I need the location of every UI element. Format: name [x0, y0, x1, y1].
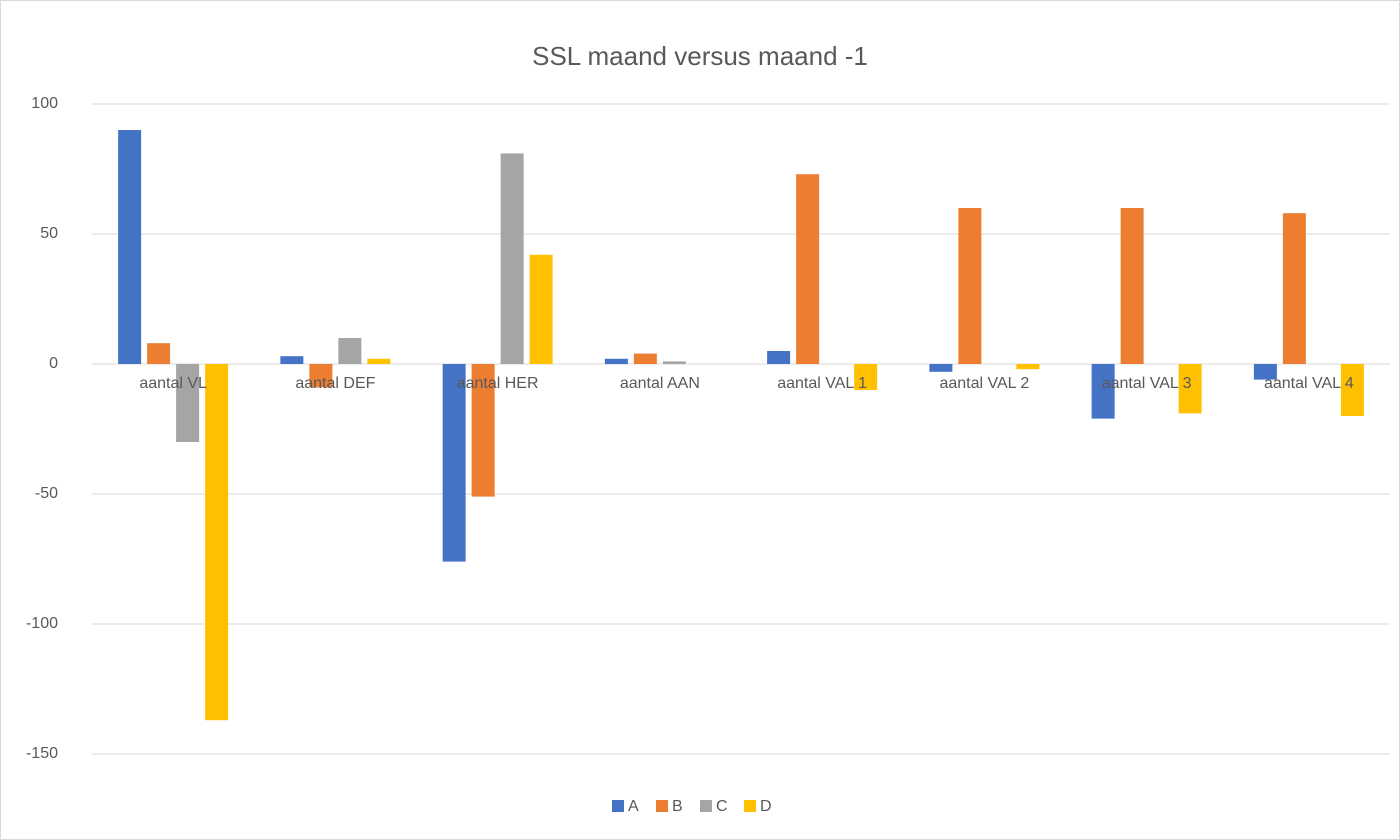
bar: [1120, 208, 1144, 364]
legend-label: D: [760, 798, 772, 815]
bar: [958, 208, 982, 364]
legend-label: A: [628, 798, 639, 815]
x-tick-label: aantal VAL 2: [939, 375, 1029, 392]
bar: [929, 364, 953, 372]
legend-swatch: [656, 800, 668, 812]
legend-swatch: [612, 800, 624, 812]
bar: [1253, 364, 1277, 380]
y-tick-label: -50: [35, 485, 58, 502]
bar: [1282, 213, 1306, 364]
bar: [118, 130, 142, 364]
y-tick-label: -100: [26, 615, 58, 632]
bar: [662, 361, 686, 364]
bar: [471, 364, 495, 497]
bar: [854, 364, 878, 390]
bar: [1340, 364, 1364, 416]
x-tick-label: aantal VAL 1: [777, 375, 867, 392]
bar: [1016, 364, 1040, 370]
bar: [796, 174, 820, 364]
bar: [147, 343, 171, 364]
bar: [529, 254, 553, 364]
bar: [176, 364, 200, 442]
y-tick-label: -150: [26, 745, 58, 762]
bar: [604, 358, 628, 364]
bar: [1091, 364, 1115, 419]
bar: [1178, 364, 1202, 414]
x-tick-label: aantal VL: [139, 375, 207, 392]
bar: [205, 364, 229, 721]
bar: [442, 364, 466, 562]
bar: [338, 338, 362, 364]
bar: [633, 353, 657, 364]
y-tick-label: 100: [31, 95, 58, 112]
x-tick-label: aantal DEF: [295, 375, 375, 392]
y-tick-label: 0: [49, 355, 58, 372]
legend-label: C: [716, 798, 728, 815]
legend-swatch: [700, 800, 712, 812]
y-tick-label: 50: [40, 225, 58, 242]
bar: [280, 356, 304, 364]
bar: [500, 153, 524, 364]
bar: [309, 364, 333, 388]
bar: [767, 351, 791, 364]
x-tick-label: aantal HER: [457, 375, 539, 392]
x-tick-label: aantal VAL 4: [1264, 375, 1354, 392]
x-tick-label: aantal VAL 3: [1102, 375, 1192, 392]
legend-swatch: [744, 800, 756, 812]
bar: [367, 358, 391, 364]
legend-label: B: [672, 798, 683, 815]
chart-title: SSL maand versus maand -1: [532, 41, 868, 71]
x-tick-label: aantal AAN: [620, 375, 700, 392]
